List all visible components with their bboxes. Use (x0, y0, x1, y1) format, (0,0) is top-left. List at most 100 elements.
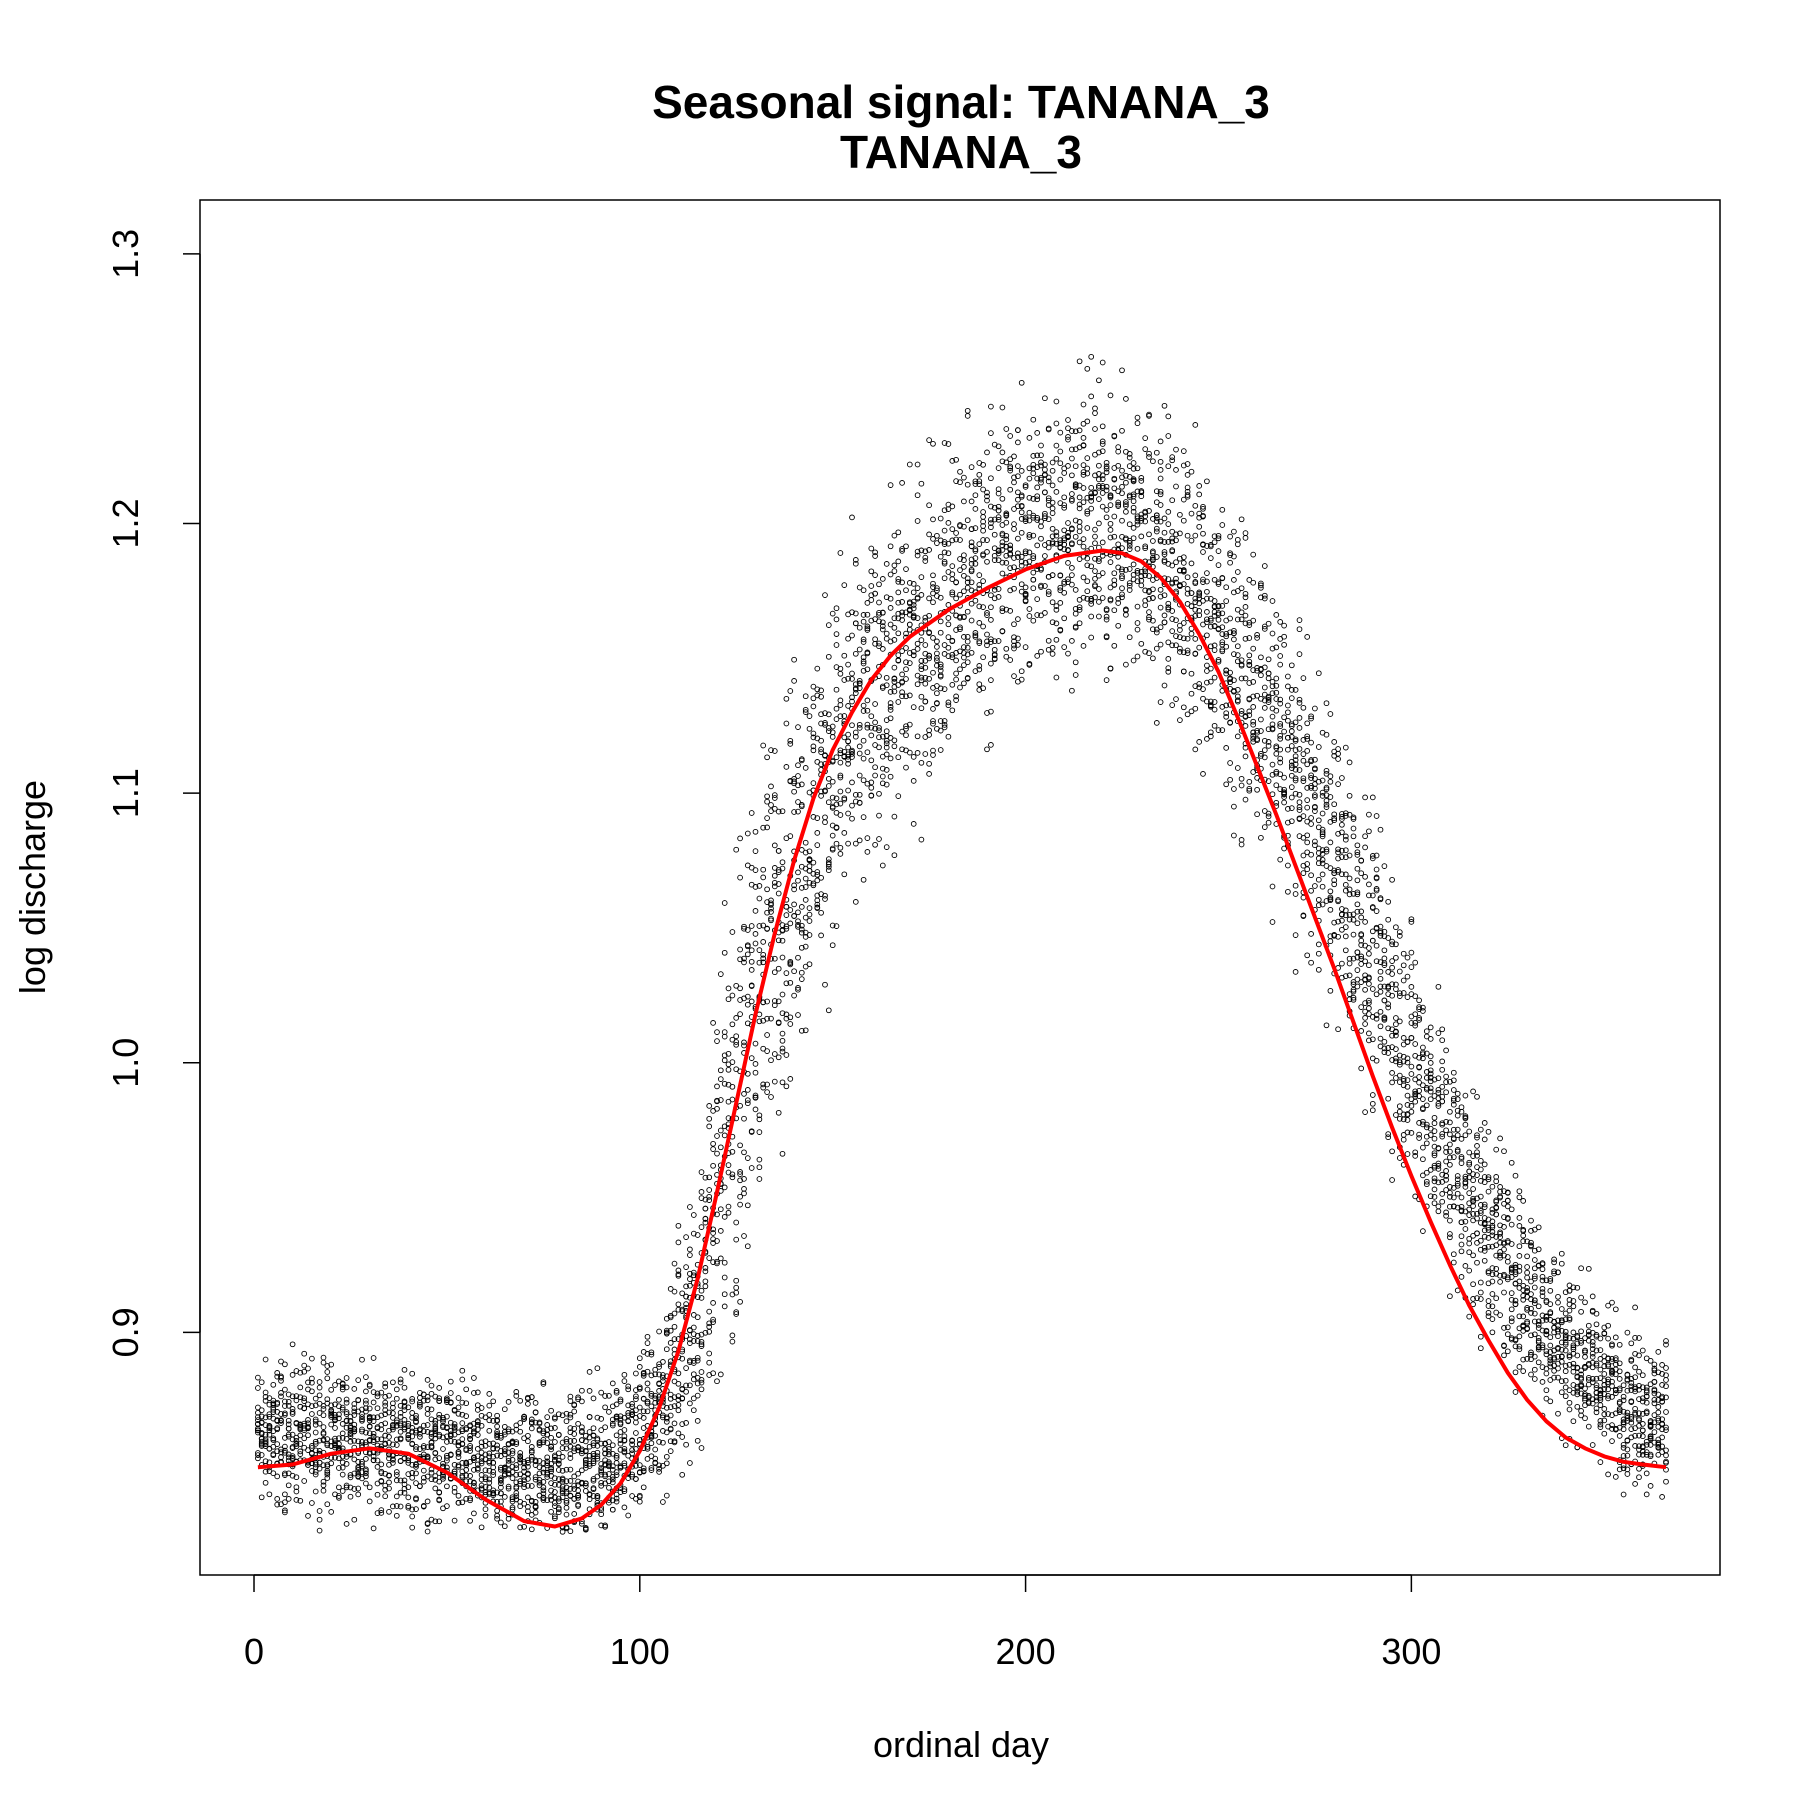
data-point (1339, 775, 1345, 781)
data-point (486, 1391, 493, 1397)
data-point (810, 882, 817, 889)
data-point (999, 404, 1006, 411)
data-point (1038, 476, 1044, 483)
data-point (490, 1464, 497, 1471)
data-point (1447, 1161, 1453, 1168)
data-point (864, 749, 871, 756)
data-point (991, 587, 998, 593)
data-point (1018, 668, 1025, 675)
data-point (324, 1375, 331, 1382)
data-point (309, 1403, 315, 1409)
data-point (945, 653, 952, 659)
data-point (976, 640, 983, 646)
data-point (760, 824, 767, 831)
data-point (1412, 959, 1419, 966)
data-point (1196, 644, 1203, 651)
data-point (667, 1314, 674, 1321)
data-point (1049, 467, 1056, 474)
data-point (798, 976, 805, 982)
data-point (667, 1412, 674, 1419)
data-point (548, 1434, 554, 1441)
data-point (822, 892, 828, 899)
data-point (690, 1324, 697, 1331)
data-point (528, 1453, 535, 1460)
data-point (1022, 482, 1029, 489)
data-point (640, 1484, 647, 1491)
data-point (436, 1411, 443, 1418)
data-point (1427, 1060, 1434, 1066)
data-point (513, 1441, 520, 1447)
data-point (961, 662, 967, 668)
data-point (351, 1386, 358, 1392)
data-point (991, 595, 998, 602)
data-point (1184, 574, 1191, 581)
data-point (1215, 616, 1222, 623)
data-point (1007, 465, 1014, 471)
data-point (872, 841, 878, 848)
data-point (436, 1431, 443, 1438)
data-point (1242, 530, 1249, 536)
data-point (879, 733, 886, 740)
data-point (509, 1448, 516, 1454)
data-point (764, 998, 770, 1005)
data-point (1362, 958, 1368, 965)
data-point (756, 1156, 763, 1163)
data-point (833, 801, 840, 808)
data-point (806, 905, 813, 911)
data-point (787, 1014, 794, 1021)
data-point (741, 925, 747, 932)
data-point (1180, 620, 1187, 626)
data-point (760, 1084, 767, 1091)
data-point (1146, 450, 1152, 457)
data-point (937, 664, 944, 670)
data-point (1447, 1217, 1453, 1224)
data-point (961, 572, 967, 579)
data-point (555, 1460, 562, 1467)
data-point (586, 1460, 593, 1467)
data-point (1026, 435, 1033, 441)
data-point (1057, 587, 1064, 594)
data-point (1261, 824, 1268, 830)
data-point (482, 1484, 489, 1490)
data-point (837, 844, 844, 851)
data-point (1022, 584, 1029, 591)
data-point (355, 1470, 362, 1477)
data-point (582, 1459, 589, 1466)
data-point (787, 1021, 794, 1027)
data-point (887, 689, 894, 695)
data-point (741, 1042, 747, 1049)
data-point (779, 927, 786, 933)
data-point (887, 605, 894, 611)
data-point (930, 747, 936, 754)
data-point (710, 1230, 716, 1236)
data-point (274, 1473, 281, 1480)
data-point (1045, 591, 1052, 598)
data-point (968, 526, 975, 533)
data-point (428, 1476, 435, 1483)
data-point (879, 623, 886, 629)
data-point (949, 707, 956, 714)
data-point (1385, 898, 1392, 905)
data-point (1138, 475, 1145, 481)
data-point (339, 1404, 346, 1411)
data-point (644, 1386, 651, 1393)
data-point (725, 1066, 732, 1073)
data-point (787, 1076, 794, 1082)
data-point (536, 1420, 543, 1427)
data-point (906, 660, 913, 666)
data-point (482, 1512, 489, 1519)
data-point (1177, 511, 1183, 518)
data-point (795, 762, 801, 769)
data-point (559, 1467, 566, 1474)
data-point (798, 781, 805, 788)
data-point (991, 557, 998, 563)
data-point (968, 579, 975, 586)
data-point (1045, 637, 1052, 644)
data-point (1273, 675, 1280, 682)
data-point (640, 1465, 647, 1472)
data-point (262, 1394, 269, 1400)
data-point (679, 1434, 686, 1440)
data-point (548, 1464, 554, 1471)
data-point (451, 1421, 458, 1427)
data-point (660, 1439, 666, 1446)
